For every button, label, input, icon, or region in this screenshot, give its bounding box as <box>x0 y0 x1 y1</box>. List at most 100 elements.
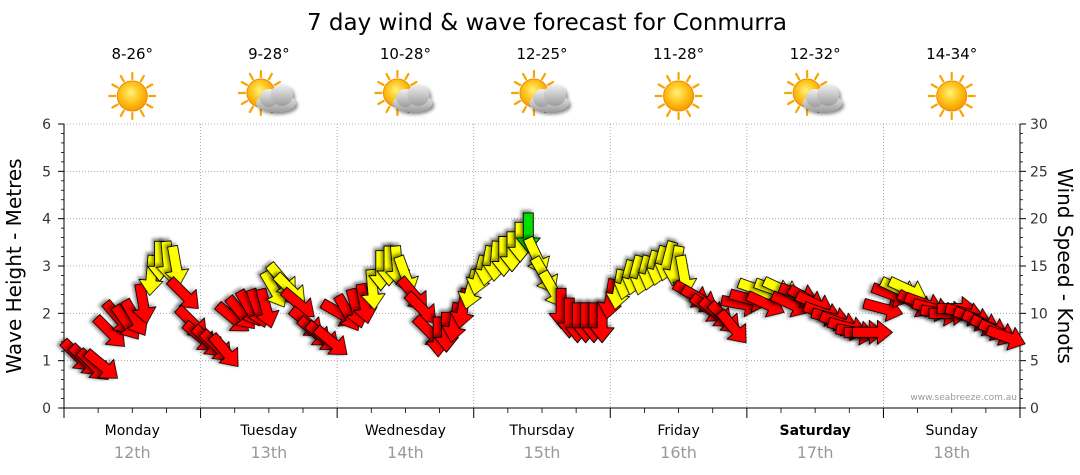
day-temperature: 8-26° <box>112 45 154 63</box>
day-date-label: 12th <box>114 443 151 462</box>
sun-disc <box>663 80 695 112</box>
sunny-icon <box>654 71 703 121</box>
cloud <box>255 84 296 112</box>
cloud-puff <box>270 84 293 106</box>
day-temperature: 12-25° <box>516 45 567 63</box>
sun-ray <box>139 109 145 118</box>
wind-arrow <box>360 268 386 311</box>
partly-cloudy-icon <box>237 69 296 117</box>
sun-ray <box>273 80 282 87</box>
wind-arrow <box>83 348 118 379</box>
sun-ray <box>965 83 973 89</box>
wind-arrow <box>716 308 747 344</box>
cloud <box>392 84 433 112</box>
day-temperature: 10-28° <box>380 45 431 63</box>
right-axis-label: Wind Speed - Knots <box>1053 168 1077 364</box>
sun-ray <box>814 72 820 81</box>
day-name-label: Friday <box>657 423 699 439</box>
partly-cloudy-icon <box>374 69 433 117</box>
sun-ray <box>385 72 391 81</box>
sun-ray <box>410 80 418 87</box>
sun-ray <box>521 72 528 81</box>
day-name-label: Thursday <box>508 423 574 439</box>
sun-ray <box>404 72 410 81</box>
sun-ray <box>513 80 522 87</box>
sun-ray <box>377 80 385 87</box>
sun-ray <box>795 105 801 114</box>
sun-ray <box>795 72 801 81</box>
day-name-label: Monday <box>105 423 160 439</box>
watermark: www.seabreeze.com.au <box>910 393 1017 403</box>
day-name-label: Wednesday <box>365 423 446 439</box>
sun-ray <box>692 103 700 109</box>
day-temperature: 9-28° <box>248 45 290 63</box>
sun-ray <box>240 80 249 87</box>
sun-ray <box>377 99 385 106</box>
sun-ray <box>111 83 119 89</box>
sun-ray <box>692 83 700 89</box>
left-axis-label: Wave Height - Metres <box>2 158 26 373</box>
day-labels: Monday 12th Tuesday 13th Wednesday 14th Thursd… <box>105 423 978 462</box>
left-tick-label: 6 <box>42 117 51 133</box>
partly-cloudy-icon <box>510 69 569 117</box>
day-date-label: 16th <box>660 443 697 462</box>
sun-ray <box>657 103 665 109</box>
right-tick-label: 25 <box>1030 164 1048 180</box>
sun-ray <box>119 109 125 118</box>
cloud-puff <box>817 84 840 106</box>
wind-arrow <box>208 332 239 367</box>
sun-ray <box>248 72 254 81</box>
wind-arrow <box>985 325 1026 351</box>
sun-ray <box>521 105 528 114</box>
sun-disc <box>116 80 148 112</box>
sun-ray <box>685 74 692 83</box>
wind-arrow <box>131 282 157 325</box>
wind-arrow <box>852 319 893 345</box>
sun-ray <box>267 72 273 81</box>
sun-disc <box>936 80 968 112</box>
sun-ray <box>786 80 795 87</box>
wind-arrow <box>166 276 199 309</box>
sun-ray <box>546 80 555 87</box>
cloud-puff <box>407 84 430 106</box>
sun-ray <box>959 74 965 83</box>
day-date-label: 14th <box>387 443 424 462</box>
day-temperature: 11-28° <box>653 45 704 63</box>
sunny-icon <box>927 71 976 121</box>
right-tick-label: 20 <box>1030 212 1048 228</box>
day-date-label: 13th <box>250 443 287 462</box>
chart-title: 7 day wind & wave forecast for Conmurra <box>307 10 787 36</box>
sun-ray <box>139 74 145 83</box>
cloud <box>802 84 843 112</box>
cloud <box>529 84 569 112</box>
sun-ray <box>665 109 672 118</box>
left-tick-label: 5 <box>42 164 51 180</box>
day-date-label: 17th <box>797 443 834 462</box>
sunny-icon <box>108 71 157 121</box>
day-name-label: Sunday <box>926 423 978 439</box>
day-date-label: 15th <box>524 443 561 462</box>
sun-ray <box>786 99 795 106</box>
sun-ray <box>657 83 665 89</box>
sun-ray <box>965 103 973 109</box>
day-forecast-header: 8-26° 9-28° 10-28° 12-25° 11-28° 12-32° 14-34° <box>108 45 977 121</box>
sun-ray <box>540 72 547 81</box>
sun-ray <box>248 105 254 114</box>
sun-ray <box>959 109 965 118</box>
right-tick-label: 15 <box>1030 259 1048 275</box>
left-tick-label: 3 <box>42 259 51 275</box>
sun-ray <box>145 103 154 109</box>
sun-ray <box>930 103 939 109</box>
left-tick-label: 1 <box>42 354 51 370</box>
sun-ray <box>385 105 391 114</box>
axes: 0 1 2 3 4 5 6 0 5 10 15 20 25 30 <box>42 117 1048 418</box>
sun-ray <box>819 80 828 87</box>
right-tick-label: 0 <box>1030 401 1039 417</box>
sun-ray <box>513 99 522 106</box>
day-name-label: Tuesday <box>239 423 297 439</box>
cloud-puff <box>544 84 566 106</box>
day-date-label: 18th <box>933 443 970 462</box>
sun-ray <box>685 109 692 118</box>
day-name-label: Saturday <box>780 423 851 439</box>
right-tick-label: 5 <box>1030 354 1039 370</box>
